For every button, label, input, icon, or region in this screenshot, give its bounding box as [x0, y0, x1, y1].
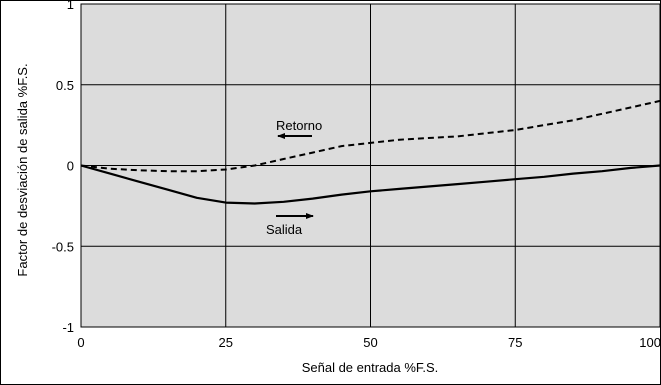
y-tick-label: -0.5 — [52, 239, 74, 254]
y-tick-label: 0.5 — [56, 78, 74, 93]
series-line-retorno — [80, 99, 661, 173]
x-tick-label: 50 — [363, 335, 377, 350]
x-tick-label: 100 — [639, 335, 661, 350]
series-label-salida: Salida — [266, 222, 303, 237]
y-tick-label: 0 — [67, 159, 74, 174]
x-tick-label: 25 — [219, 335, 233, 350]
y-axis-label: Factor de desviación de salida %F.S. — [15, 63, 30, 276]
x-tick-label: 75 — [508, 335, 522, 350]
series-label-retorno: Retorno — [276, 118, 322, 133]
x-tick-label: 0 — [77, 335, 84, 350]
y-tick-label: 1 — [67, 0, 74, 12]
x-axis-label: Señal de entrada %F.S. — [302, 360, 439, 375]
y-tick-label: -1 — [62, 320, 74, 335]
series-line-salida — [80, 164, 661, 205]
